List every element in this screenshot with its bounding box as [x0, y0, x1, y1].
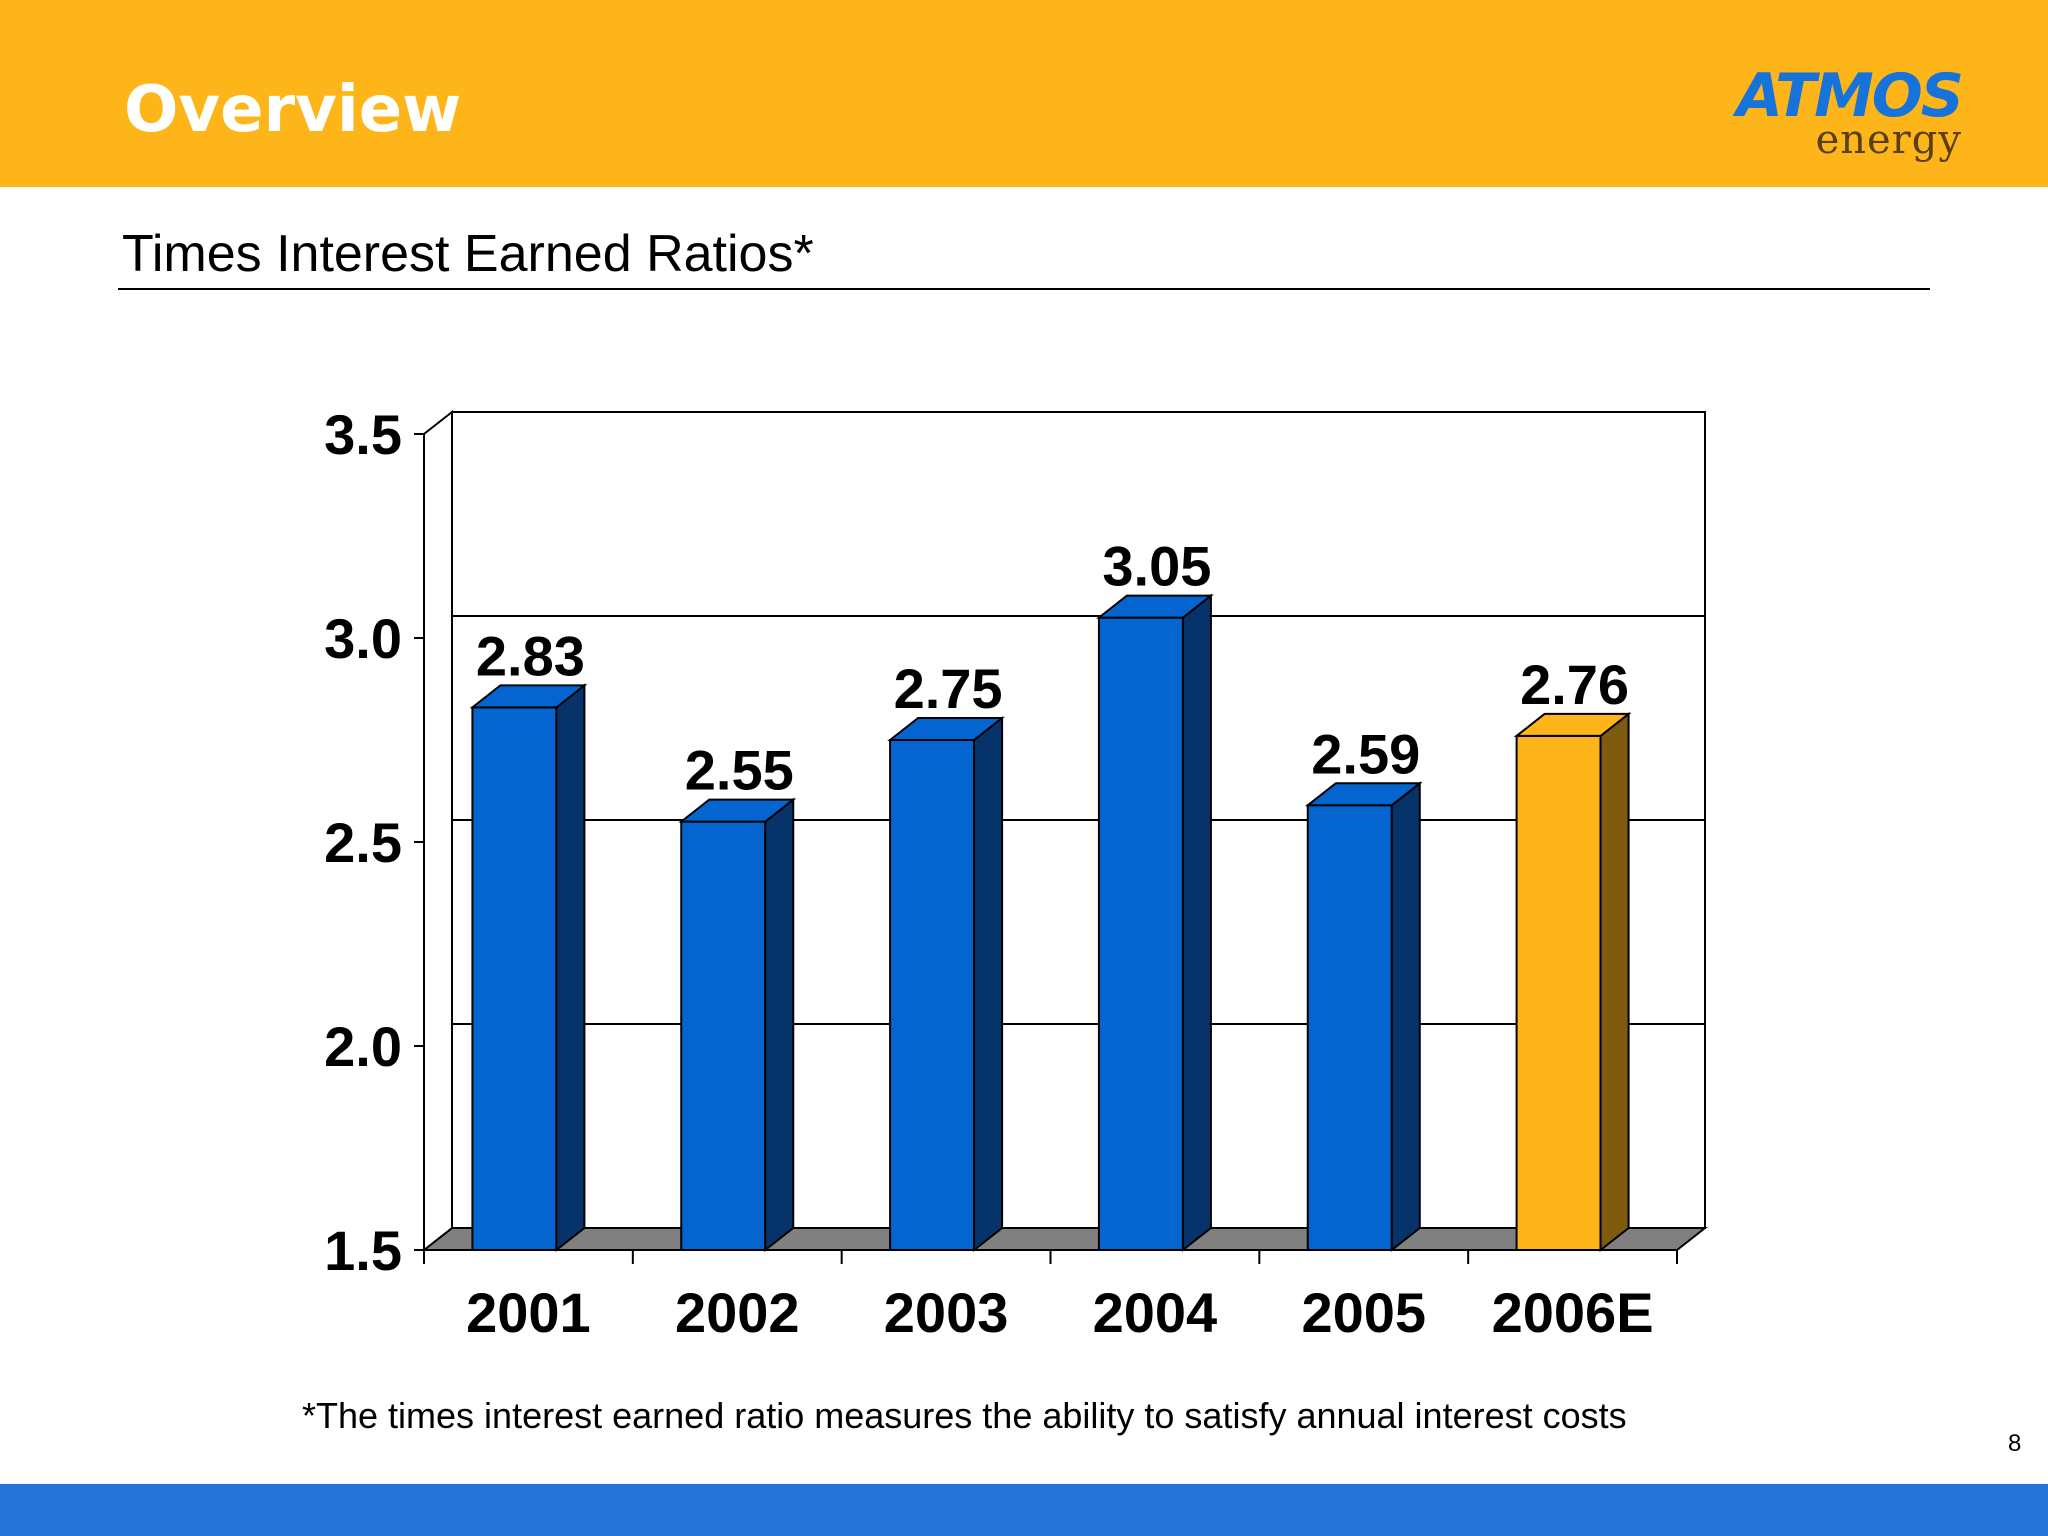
x-tick-label: 2003: [884, 1281, 1009, 1344]
bar-value-label: 3.05: [1102, 535, 1211, 598]
x-tick-label: 2005: [1301, 1281, 1426, 1344]
bar-side: [1390, 781, 1421, 1253]
bar-value-label: 2.76: [1520, 653, 1629, 716]
chart-floor: [421, 1227, 1708, 1251]
bar-chart: 1.5 2.0 2.5 3.0 3.5 2001 2002 2003 2004 2005 2006E…: [324, 403, 1708, 1344]
bar: [1097, 616, 1184, 1251]
logo-brand-text: ATMOS: [1736, 61, 1964, 131]
y-tick-label: 2.0: [324, 1015, 402, 1078]
title-underline: [118, 288, 1930, 290]
chart-side-wall: [423, 409, 453, 1253]
bar-value-label: 2.75: [894, 657, 1003, 720]
bar-side: [973, 715, 1004, 1253]
x-tick-label: 2006E: [1492, 1281, 1654, 1344]
footnote: *The times interest earned ratio measure…: [302, 1395, 1627, 1436]
atmos-energy-logo: ATMOS energy: [1736, 61, 1968, 166]
bar-value-label: 2.59: [1311, 722, 1420, 785]
bar-top: [678, 798, 797, 823]
header-bar: Overview ATMOS energy: [0, 0, 2048, 187]
bar: [680, 820, 767, 1251]
bar-top: [1513, 712, 1632, 737]
x-tick-label: 2001: [466, 1281, 591, 1344]
bar: [1306, 804, 1393, 1252]
bar-side: [1599, 711, 1630, 1253]
x-tick-label: 2002: [675, 1281, 800, 1344]
bar-top: [1304, 782, 1423, 807]
page-title: Overview: [124, 73, 462, 147]
chart-title: Times Interest Earned Ratios*: [122, 225, 814, 283]
page-number: 8: [2008, 1430, 2022, 1457]
x-tick-label: 2004: [1093, 1281, 1218, 1344]
y-tick-label: 1.5: [324, 1219, 402, 1282]
bar-value-label: 2.55: [685, 739, 794, 802]
bar-value-label: 2.83: [476, 624, 585, 687]
bar-top: [1096, 594, 1214, 619]
footer-bar: [0, 1484, 2048, 1536]
bar-side: [1181, 593, 1212, 1253]
bar-side: [764, 797, 795, 1253]
bar-top: [887, 717, 1005, 741]
bar-top: [469, 684, 588, 709]
bar: [889, 739, 976, 1251]
bar: [1515, 734, 1602, 1251]
y-tick-label: 3.5: [324, 403, 402, 466]
bar: [471, 706, 558, 1251]
y-tick-label: 3.0: [324, 607, 402, 670]
bar-side: [555, 683, 586, 1253]
y-tick-label: 2.5: [324, 811, 402, 874]
logo-tagline-text: energy: [1815, 117, 1962, 163]
